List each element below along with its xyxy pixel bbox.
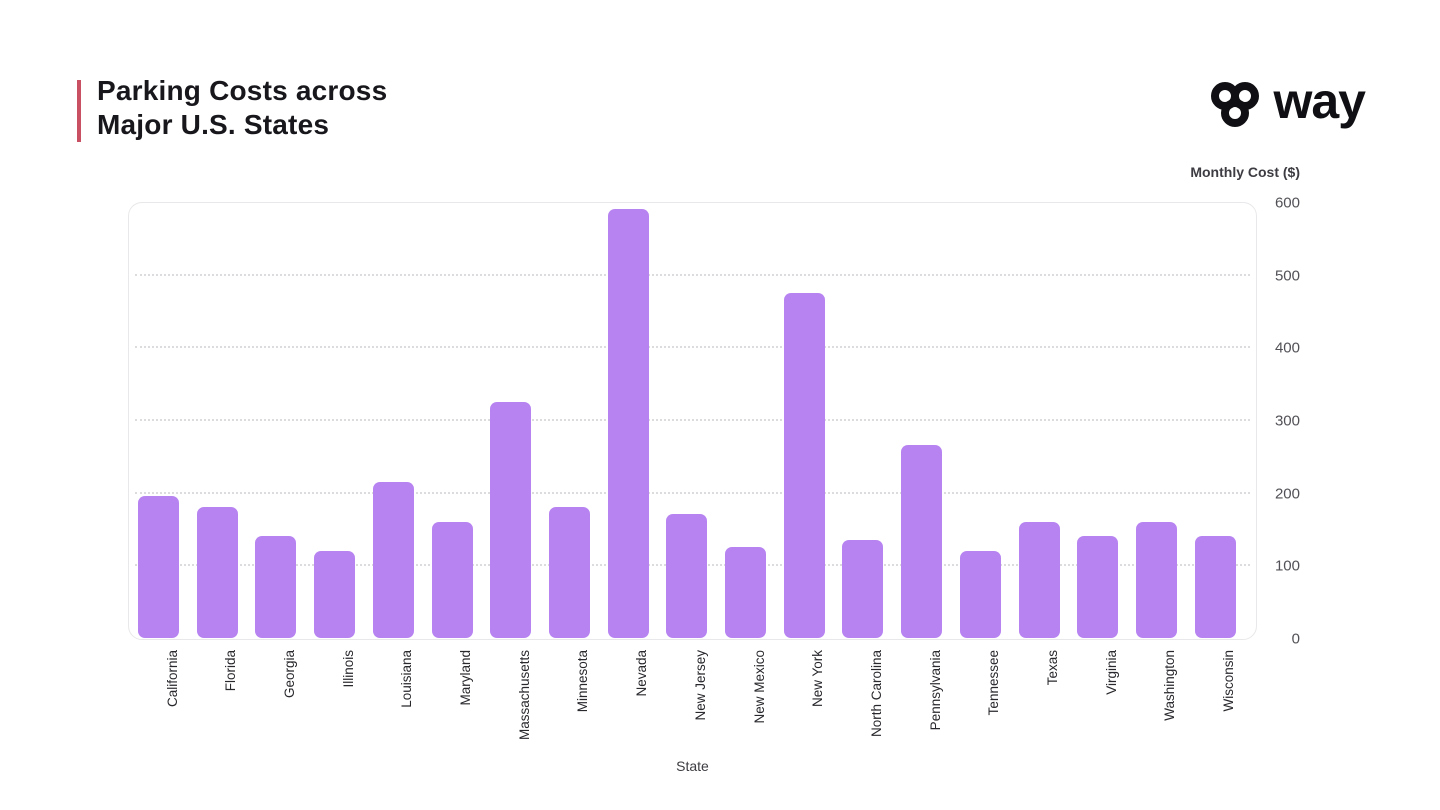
- bar-minnesota: [548, 507, 590, 638]
- gridline-500: [135, 273, 1250, 276]
- bar-virginia: [1077, 536, 1119, 638]
- title-accent-bar: [77, 80, 81, 142]
- brand-name: way: [1273, 73, 1366, 129]
- x-axis-title: State: [676, 758, 709, 774]
- x-tick-label-tennessee: Tennessee: [986, 650, 1002, 716]
- bar-illinois: [314, 550, 356, 638]
- x-tick-label-nevada: Nevada: [634, 650, 650, 697]
- brand-logo: way: [1207, 73, 1366, 132]
- x-tick-label-massachusetts: Massachusetts: [516, 650, 532, 741]
- x-tick-label-wisconsin: Wisconsin: [1221, 650, 1237, 712]
- bar-tennessee: [959, 550, 1001, 638]
- y-tick-label-400: 400: [1274, 339, 1300, 357]
- bar-louisiana: [372, 481, 414, 638]
- x-tick-label-maryland: Maryland: [458, 650, 473, 706]
- x-tick-label-illinois: Illinois: [340, 650, 356, 688]
- y-axis-title: Monthly Cost ($): [1190, 164, 1300, 180]
- header: Parking Costs across Major U.S. States w…: [0, 0, 1440, 160]
- y-tick-label-0: 0: [1291, 630, 1300, 648]
- x-tick-label-florida: Florida: [223, 650, 239, 692]
- x-tick-label-louisiana: Louisiana: [399, 650, 415, 708]
- x-tick-label-minnesota: Minnesota: [575, 650, 591, 713]
- x-tick-label-texas: Texas: [1045, 650, 1060, 686]
- x-tick-label-north-carolina: North Carolina: [868, 650, 884, 738]
- bar-pennsylvania: [901, 445, 943, 638]
- gridline-200: [135, 491, 1250, 494]
- x-tick-label-virginia: Virginia: [1103, 650, 1119, 695]
- page-title: Parking Costs across Major U.S. States: [97, 74, 387, 142]
- bar-new-mexico: [725, 547, 766, 638]
- x-tick-label-new-york: New York: [810, 650, 826, 708]
- bar-nevada: [607, 209, 649, 638]
- bar-georgia: [255, 536, 297, 638]
- bar-florida: [196, 507, 238, 638]
- bar-california: [138, 496, 179, 638]
- bar-new-york: [783, 292, 825, 638]
- bar-washington: [1135, 521, 1177, 638]
- bar-massachusetts: [490, 401, 532, 638]
- x-tick-label-new-jersey: New Jersey: [692, 650, 708, 721]
- y-tick-label-100: 100: [1274, 557, 1300, 575]
- y-tick-label-600: 600: [1274, 194, 1300, 212]
- plot-area: [128, 202, 1257, 640]
- x-tick-label-washington: Washington: [1162, 650, 1178, 721]
- x-tick-label-new-mexico: New Mexico: [751, 650, 767, 724]
- bar-maryland: [431, 521, 473, 638]
- x-tick-label-georgia: Georgia: [281, 650, 297, 699]
- page-title-line2: Major U.S. States: [97, 109, 330, 140]
- way-logo-mark-icon: [1207, 76, 1263, 132]
- bar-north-carolina: [842, 539, 884, 638]
- bar-texas: [1018, 521, 1060, 638]
- bar-new-jersey: [666, 514, 708, 638]
- x-tick-label-california: California: [164, 650, 180, 708]
- gridline-400: [135, 346, 1250, 349]
- x-tick-label-pennsylvania: Pennsylvania: [927, 650, 943, 731]
- bar-wisconsin: [1194, 536, 1236, 638]
- y-tick-label-200: 200: [1274, 485, 1300, 503]
- page-title-line1: Parking Costs across: [97, 75, 388, 106]
- gridline-300: [135, 419, 1250, 421]
- y-tick-label-300: 300: [1274, 412, 1300, 430]
- y-tick-label-500: 500: [1274, 267, 1300, 285]
